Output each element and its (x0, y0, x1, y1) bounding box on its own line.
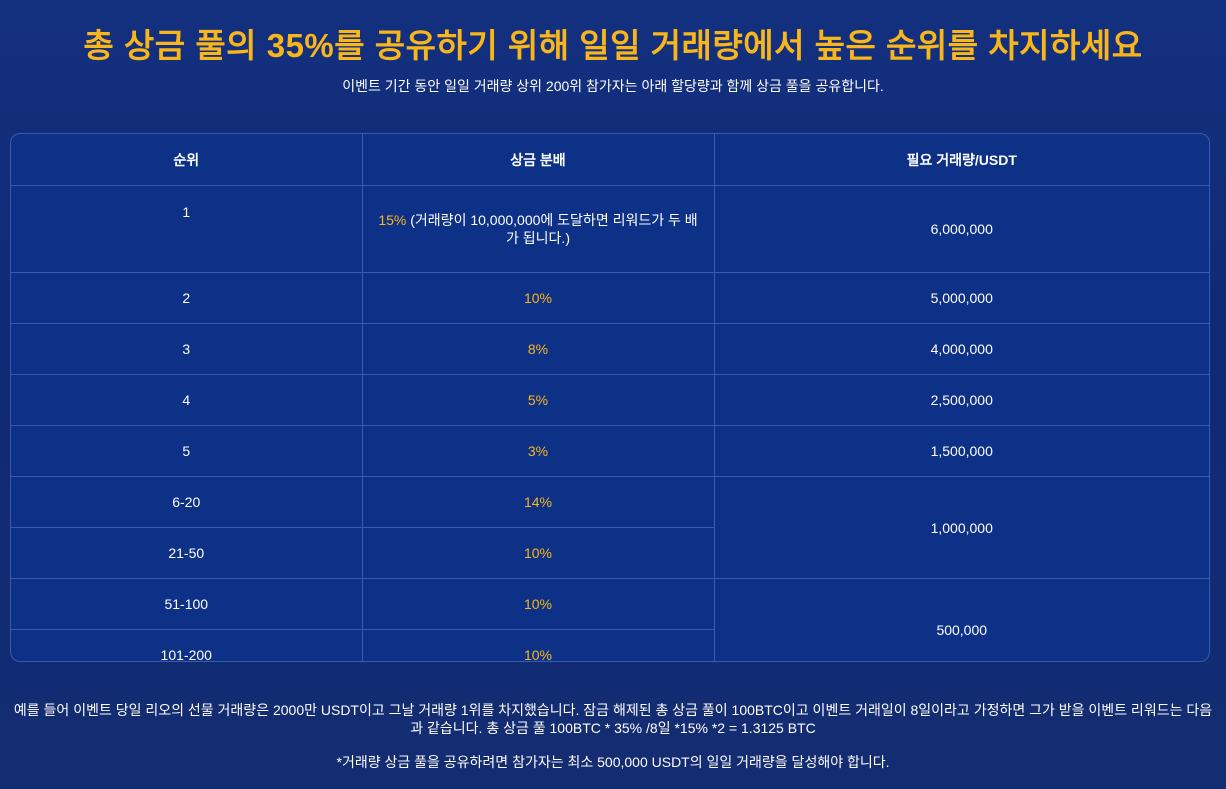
rank-cell: 101-200 (11, 629, 363, 661)
prize-share-cell: 3% (361, 425, 715, 477)
page-subtitle: 이벤트 기간 동안 일일 거래량 상위 200위 참가자는 아래 할당량과 함께… (342, 78, 884, 94)
table-row: 3 8% 4,000,000 (11, 323, 1209, 375)
prize-share-cell: 5% (361, 374, 715, 426)
table-row: 21-50 10% (11, 527, 1209, 579)
prize-distribution-table: 순위 상금 분배 필요 거래량/USDT 1 15% (거래량이 10,000,… (10, 133, 1210, 662)
rank-cell: 21-50 (11, 527, 363, 579)
table-row: 101-200 10% (11, 629, 1209, 661)
rank-cell: 6-20 (11, 476, 363, 528)
required-volume-cell: 1,000,000 (713, 476, 1209, 579)
page-title: 총 상금 풀의 35%를 공유하기 위해 일일 거래량에서 높은 순위를 차지하… (83, 27, 1143, 64)
rank-cell: 2 (11, 272, 363, 324)
prize-share-cell: 10% (361, 578, 715, 630)
required-volume-cell: 4,000,000 (713, 323, 1209, 375)
prize-share-cell: 8% (361, 323, 715, 375)
prize-share-cell: 14% (361, 476, 715, 528)
column-header-rank: 순위 (11, 134, 363, 186)
required-volume-cell: 1,500,000 (713, 425, 1209, 477)
required-volume-cell: 5,000,000 (713, 272, 1209, 324)
rank-cell: 1 (11, 185, 363, 273)
prize-share-cell: 10% (361, 272, 715, 324)
reward-example-text: 예를 들어 이벤트 당일 리오의 선물 거래량은 2000만 USDT이고 그날… (13, 702, 1213, 736)
required-volume-cell: 6,000,000 (713, 185, 1209, 273)
table-header-row: 순위 상금 분배 필요 거래량/USDT (11, 134, 1209, 186)
table-row: 6-20 14% 1,000,000 (11, 476, 1209, 579)
prize-share-cell: 15% (거래량이 10,000,000에 도달하면 리워드가 두 배가 됩니다… (361, 185, 715, 273)
column-header-required-volume: 필요 거래량/USDT (713, 134, 1209, 186)
minimum-volume-note: *거래량 상금 풀을 공유하려면 참가자는 최소 500,000 USDT의 일… (336, 754, 890, 770)
table-row: 2 10% 5,000,000 (11, 272, 1209, 324)
column-header-prize-share: 상금 분배 (361, 134, 715, 186)
rank-cell: 3 (11, 323, 363, 375)
prize-share-percent: 15% (378, 212, 407, 228)
rank-cell: 51-100 (11, 578, 363, 630)
table-row: 1 15% (거래량이 10,000,000에 도달하면 리워드가 두 배가 됩… (11, 185, 1209, 273)
required-volume-cell: 500,000 (713, 578, 1209, 661)
required-volume-cell: 2,500,000 (713, 374, 1209, 426)
prize-share-note: (거래량이 10,000,000에 도달하면 리워드가 두 배가 됩니다.) (406, 212, 698, 246)
table-row: 51-100 10% 500,000 (11, 578, 1209, 661)
table-row: 5 3% 1,500,000 (11, 425, 1209, 477)
prize-share-cell: 10% (361, 629, 714, 661)
rank-cell: 5 (11, 425, 363, 477)
rank-cell: 4 (11, 374, 363, 426)
prize-share-cell: 10% (361, 527, 714, 579)
table-row: 4 5% 2,500,000 (11, 374, 1209, 426)
